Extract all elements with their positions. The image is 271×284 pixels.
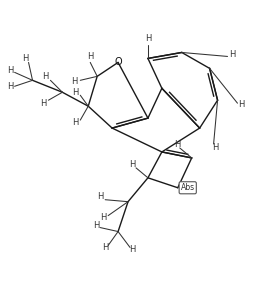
Text: H: H xyxy=(40,99,47,108)
Text: H: H xyxy=(72,88,79,97)
Text: H: H xyxy=(212,143,219,153)
Text: H: H xyxy=(129,160,135,169)
Text: H: H xyxy=(129,245,135,254)
Text: H: H xyxy=(8,82,14,91)
Text: H: H xyxy=(42,72,49,81)
Text: O: O xyxy=(114,57,122,67)
Text: H: H xyxy=(145,34,151,43)
Text: H: H xyxy=(175,141,181,149)
Text: H: H xyxy=(72,118,79,127)
Text: H: H xyxy=(22,54,29,63)
Text: H: H xyxy=(97,192,103,201)
Text: H: H xyxy=(229,50,236,59)
Text: H: H xyxy=(102,243,108,252)
Text: H: H xyxy=(71,77,78,86)
Text: Abs: Abs xyxy=(181,183,195,192)
Text: H: H xyxy=(8,66,14,75)
Text: H: H xyxy=(100,213,106,222)
Text: H: H xyxy=(93,221,99,230)
Text: H: H xyxy=(87,52,93,61)
Text: H: H xyxy=(238,100,245,109)
